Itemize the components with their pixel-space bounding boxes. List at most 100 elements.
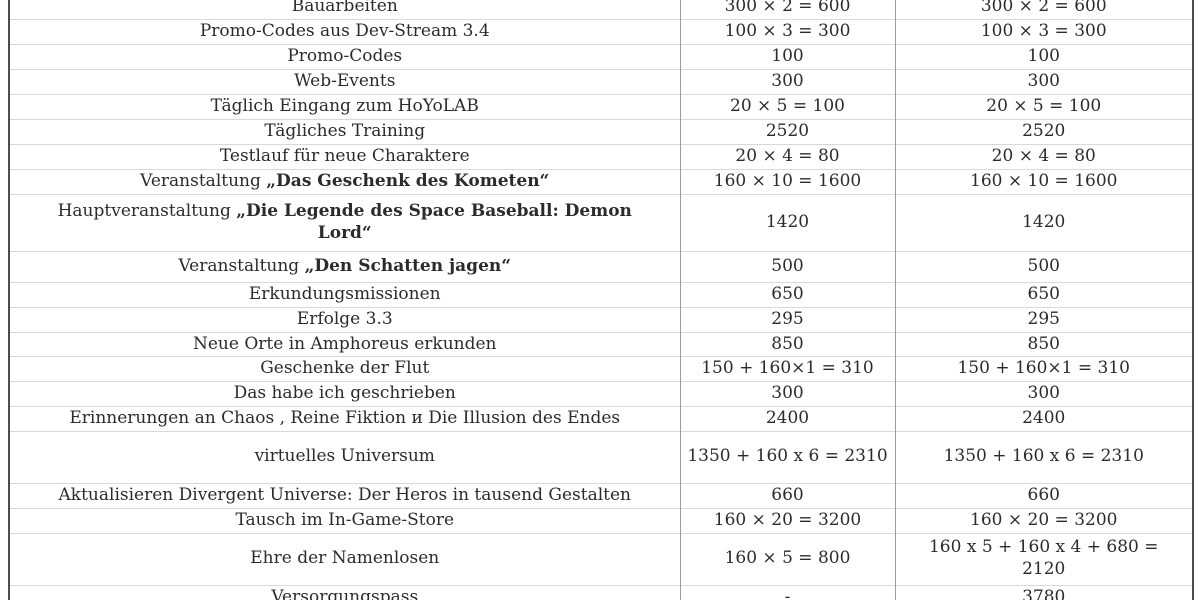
source-cell: Veranstaltung „Das Geschenk des Kometen“ xyxy=(9,169,681,195)
source-label: Das habe ich geschrieben xyxy=(233,383,456,403)
source-label-wrap: Hauptveranstaltung „Die Legende des Spac… xyxy=(35,201,655,245)
source-label: Aktualisieren Divergent Universe: Der He… xyxy=(58,484,631,505)
source-cell: Das habe ich geschrieben xyxy=(9,381,681,407)
source-label: Testlauf für neue Charaktere xyxy=(219,146,470,167)
source-cell: Tausch im In-Game-Store xyxy=(9,507,681,533)
value-cell-a: 850 xyxy=(680,331,896,357)
source-cell: Promo-Codes aus Dev-Stream 3.4 xyxy=(9,19,681,45)
source-cell: Veranstaltung „Den Schatten jagen“ xyxy=(9,251,681,283)
source-cell: Ehre der Namenlosen xyxy=(9,532,681,585)
table-row: Veranstaltung „Das Geschenk des Kometen“… xyxy=(9,169,1193,195)
value-cell-a: 2520 xyxy=(680,119,896,145)
table-row: Erkundungsmissionen 650 650 xyxy=(9,282,1193,308)
value-cell-b: 3780 xyxy=(895,584,1193,600)
value-cell-b: 300 xyxy=(895,69,1193,95)
table-row: virtuelles Universum 1350 + 160 x 6 = 23… xyxy=(9,430,1193,483)
value-cell-a: 300 xyxy=(680,381,896,407)
value-a-text: 150 + 160×1 = 310 xyxy=(701,358,874,379)
table-row: Tausch im In-Game-Store 160 × 20 = 3200 … xyxy=(9,507,1193,533)
source-label-wrap: Aktualisieren Divergent Universe: Der He… xyxy=(59,485,631,507)
table-row: Das habe ich geschrieben 300 300 xyxy=(9,381,1193,407)
value-a-text: 300 xyxy=(771,383,804,403)
source-label: Promo-Codes xyxy=(287,46,403,67)
value-cell-a: 20 × 5 = 100 xyxy=(680,94,896,120)
value-cell-b: 1350 + 160 x 6 = 2310 xyxy=(895,430,1193,483)
value-b-text: 300 xyxy=(1027,383,1060,403)
value-a-text: 1350 + 160 x 6 = 2310 xyxy=(687,446,888,467)
value-b-text: 1350 + 160 x 6 = 2310 xyxy=(943,446,1144,467)
source-cell: Erfolge 3.3 xyxy=(9,306,681,332)
table-row: Veranstaltung „Den Schatten jagen“ 500 5… xyxy=(9,251,1193,283)
value-cell-a: 150 + 160×1 = 310 xyxy=(680,356,896,382)
value-cell-b: 295 xyxy=(895,306,1193,332)
value-cell-a: 100 × 3 = 300 xyxy=(680,19,896,45)
value-b-text: 150 + 160×1 = 310 xyxy=(957,358,1130,379)
source-label: Ehre der Namenlosen xyxy=(250,548,440,569)
source-label: Erinnerungen an Chaos , Reine Fiktion и … xyxy=(69,407,621,428)
source-label: virtuelles Universum xyxy=(254,446,435,467)
source-cell: Versorgungspass xyxy=(9,584,681,600)
value-a-text: 2400 xyxy=(765,407,810,428)
value-b-text: 160 x 5 + 160 x 4 + 680 = 2120 xyxy=(928,537,1159,579)
value-a-text: 660 xyxy=(771,484,804,505)
table-row: Versorgungspass - 3780 xyxy=(9,584,1193,600)
table-row: Promo-Codes aus Dev-Stream 3.4 100 × 3 =… xyxy=(9,19,1193,45)
value-a-text: 100 xyxy=(771,46,804,67)
source-cell: Täglich Eingang zum HoYoLAB xyxy=(9,94,681,120)
value-cell-a: 1350 + 160 x 6 = 2310 xyxy=(680,430,896,483)
source-label-wrap: Täglich Eingang zum HoYoLAB xyxy=(211,96,479,118)
source-label: Erfolge 3.3 xyxy=(296,308,393,329)
value-b-text: 20 × 4 = 80 xyxy=(991,146,1096,167)
source-label-wrap: Erinnerungen an Chaos , Reine Fiktion и … xyxy=(69,408,620,430)
value-b-text: 295 xyxy=(1027,308,1060,329)
value-cell-b: 160 × 20 = 3200 xyxy=(895,507,1193,533)
table-row: Geschenke der Flut 150 + 160×1 = 310 150… xyxy=(9,356,1193,382)
table-row: Web-Events 300 300 xyxy=(9,69,1193,95)
source-cell: Testlauf für neue Charaktere xyxy=(9,144,681,170)
value-cell-a: 160 × 10 = 1600 xyxy=(680,169,896,195)
value-cell-a: 650 xyxy=(680,282,896,308)
source-label: Versorgungspass xyxy=(271,586,419,600)
value-b-text: 650 xyxy=(1027,284,1060,304)
source-cell: Hauptveranstaltung „Die Legende des Spac… xyxy=(9,194,681,252)
rewards-table-wrap: Bauarbeiten 300 × 2 = 600 300 × 2 = 600 … xyxy=(8,0,1194,600)
source-label-wrap: Web-Events xyxy=(294,71,395,93)
source-label-wrap: Veranstaltung „Das Geschenk des Kometen“ xyxy=(140,171,549,193)
value-cell-b: 1420 xyxy=(895,194,1193,252)
table-row: Bauarbeiten 300 × 2 = 600 300 × 2 = 600 xyxy=(9,0,1193,20)
source-label-wrap: Testlauf für neue Charaktere xyxy=(220,146,470,168)
value-cell-b: 300 xyxy=(895,381,1193,407)
rewards-table-body: Bauarbeiten 300 × 2 = 600 300 × 2 = 600 … xyxy=(9,0,1193,600)
value-b-text: 850 xyxy=(1027,333,1060,354)
table-row: Ehre der Namenlosen 160 × 5 = 800 160 x … xyxy=(9,532,1193,585)
table-row: Neue Orte in Amphoreus erkunden 850 850 xyxy=(9,331,1193,357)
source-label-wrap: Erkundungsmissionen xyxy=(249,284,441,306)
source-label: Web-Events xyxy=(294,71,396,92)
source-label-wrap: Bauarbeiten xyxy=(292,0,398,18)
value-b-text: 3780 xyxy=(1022,586,1066,600)
value-cell-a: 300 xyxy=(680,69,896,95)
value-cell-b: 500 xyxy=(895,251,1193,283)
value-cell-b: 2520 xyxy=(895,119,1193,145)
value-cell-b: 2400 xyxy=(895,405,1193,431)
source-cell: Neue Orte in Amphoreus erkunden xyxy=(9,331,681,357)
value-a-text: 300 xyxy=(771,71,804,92)
value-cell-a: 295 xyxy=(680,306,896,332)
value-cell-a: 160 × 5 = 800 xyxy=(680,532,896,585)
table-row: Hauptveranstaltung „Die Legende des Spac… xyxy=(9,194,1193,252)
value-a-text: 650 xyxy=(771,284,804,304)
value-cell-b: 100 xyxy=(895,44,1193,70)
value-cell-a: 660 xyxy=(680,482,896,508)
value-cell-a: - xyxy=(680,584,896,600)
source-label-bold: „Das Geschenk des Kometen“ xyxy=(266,171,550,192)
source-label-wrap: Geschenke der Flut xyxy=(260,358,429,380)
source-cell: Web-Events xyxy=(9,69,681,95)
source-label-bold: „Die Legende des Space Baseball: Demon L… xyxy=(236,201,632,243)
source-label-wrap: virtuelles Universum xyxy=(255,446,435,468)
source-label: Tägliches Training xyxy=(264,121,426,142)
value-cell-a: 2400 xyxy=(680,405,896,431)
value-b-text: 300 × 2 = 600 xyxy=(980,0,1107,17)
value-a-text: 160 × 20 = 3200 xyxy=(713,509,862,530)
value-a-text: 850 xyxy=(771,333,804,354)
